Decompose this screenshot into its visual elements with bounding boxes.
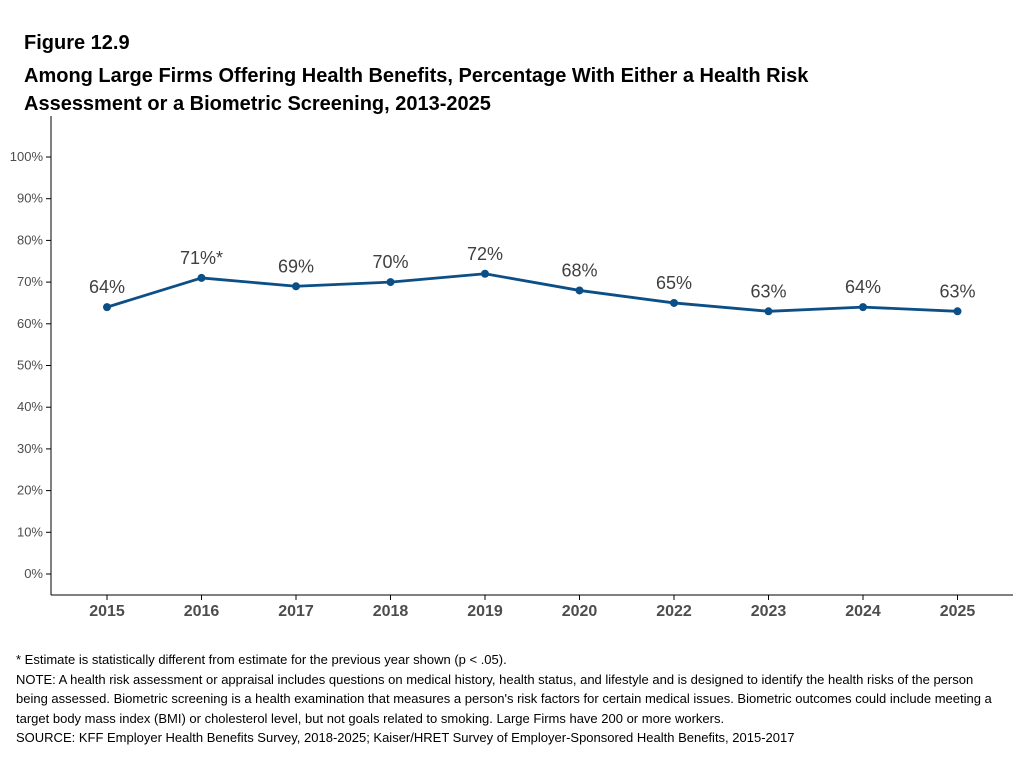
data-point [197, 273, 206, 282]
chart-notes: * Estimate is statistically different fr… [16, 650, 1006, 748]
x-tick-label: 2017 [278, 603, 314, 620]
data-point [292, 282, 300, 291]
x-tick-label: 2023 [751, 603, 787, 620]
data-label: 64% [845, 277, 881, 297]
y-tick-label: 50% [17, 358, 43, 373]
data-label: 64% [89, 277, 125, 297]
y-tick-label: 90% [17, 191, 43, 206]
x-tick-label: 2024 [845, 603, 881, 620]
y-tick-label: 40% [17, 399, 43, 414]
series-line [105, 272, 959, 313]
definition-note: NOTE: A health risk assessment or apprai… [16, 671, 992, 726]
y-tick-label: 60% [17, 316, 43, 331]
data-label: 65% [656, 273, 692, 293]
data-point [764, 307, 773, 316]
x-tick-label: 2025 [940, 603, 976, 620]
data-point [575, 286, 584, 295]
data-label: 70% [372, 252, 408, 272]
y-tick-label: 70% [17, 274, 43, 289]
data-point [859, 303, 867, 312]
y-tick-label: 100% [10, 149, 44, 164]
chart-axes [50, 116, 1013, 596]
x-tick-label: 2016 [184, 603, 220, 620]
significance-note: * Estimate is statistically different fr… [16, 652, 507, 667]
x-axis-ticks: 2015 2016 2017 2018 2019 2020 2022 2023 2024 2025 [89, 595, 975, 620]
line-chart: 0%10%20%30%40%50%60%70%80%90%100% 2015 20… [10, 116, 1013, 620]
data-point [103, 303, 111, 312]
series-group: 64% 71%* 69% 70% 72% 68% 65% 63% 64% 63% [89, 244, 976, 316]
figure-label: Figure 12.9 [24, 32, 130, 54]
x-tick-label: 2015 [89, 603, 125, 620]
chart-title: Among Large Firms Offering Health Benefi… [24, 65, 809, 115]
x-tick-label: 2018 [373, 603, 409, 620]
y-tick-label: 80% [17, 232, 43, 247]
data-label: 68% [561, 260, 597, 280]
x-tick-label: 2020 [562, 603, 598, 620]
y-axis-ticks: 0% 10% 20% 30% 40% 50% 60% 70% 80% 90% 100% [10, 149, 51, 581]
data-label: 71%* [180, 248, 223, 268]
y-tick-label: 30% [17, 441, 43, 456]
y-tick-label: 20% [17, 483, 43, 498]
data-point [670, 298, 678, 307]
y-tick-label: 0% [24, 566, 43, 581]
y-tick-label: 10% [17, 524, 43, 539]
data-label: 72% [467, 244, 503, 264]
data-point [481, 269, 489, 278]
source-note: SOURCE: KFF Employer Health Benefits Sur… [16, 730, 795, 745]
x-tick-label: 2022 [656, 603, 692, 620]
x-tick-label: 2019 [467, 603, 503, 620]
data-label: 63% [750, 281, 786, 301]
data-label: 63% [939, 281, 975, 301]
data-point [386, 278, 395, 287]
data-point [953, 307, 962, 316]
data-label: 69% [278, 256, 314, 276]
